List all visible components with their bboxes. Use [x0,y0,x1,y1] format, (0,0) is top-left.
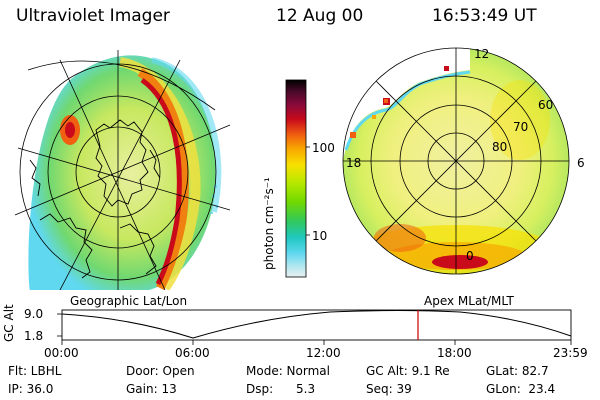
altitude-xtick-1200: 12:00 [306,346,341,360]
mlt-label-12: 12 [474,47,490,61]
right-panel-caption: Apex MLat/MLT [424,294,514,308]
info-mode: Mode: Normal [246,364,330,378]
apex-polar-image [342,47,570,275]
date-label: 12 Aug 00 [276,6,364,26]
altitude-ytick-9: 9.0 [24,307,44,321]
mlt-label-0: 0 [466,249,474,263]
info-ip: IP: 36.0 [8,382,54,396]
info-gain: Gain: 13 [126,382,177,396]
altitude-xtick-1800: 18:00 [437,346,472,360]
altitude-ticks [57,313,572,345]
colorbar [285,79,307,278]
mlt-label-6: 6 [577,156,585,170]
altitude-ylabel: GC Alt [2,304,16,342]
colorbar-ticks [306,146,310,236]
info-door: Door: Open [126,364,195,378]
altitude-ytick-1-8: 1.8 [24,329,44,343]
altitude-xtick-0000: 00:00 [44,346,79,360]
info-seq: Seq: 39 [366,382,412,396]
info-flt: Flt: LBHL [8,364,62,378]
info-glon: GLon: 23.4 [486,382,556,396]
mlat-label-70: 70 [513,120,529,134]
colorbar-tick-100: 100 [312,141,335,155]
instrument-title: Ultraviolet Imager [16,6,170,26]
mlat-label-60: 60 [538,98,554,112]
altitude-plot-frame [61,309,572,341]
time-label: 16:53:49 UT [432,6,537,26]
info-dsp: Dsp: 5.3 [246,382,316,396]
mlt-label-18: 18 [346,156,362,170]
info-glat: GLat: 82.7 [486,364,549,378]
geographic-image [14,50,231,290]
colorbar-units: photon cm⁻²s⁻¹ [262,177,276,270]
colorbar-tick-10: 10 [312,229,328,243]
info-gc-alt: GC Alt: 9.1 Re [366,364,450,378]
mlat-label-80: 80 [492,140,508,154]
altitude-xtick-2359: 23:59 [553,346,588,360]
altitude-curve [61,310,572,339]
altitude-xtick-0600: 06:00 [175,346,210,360]
left-panel-caption: Geographic Lat/Lon [70,294,188,308]
